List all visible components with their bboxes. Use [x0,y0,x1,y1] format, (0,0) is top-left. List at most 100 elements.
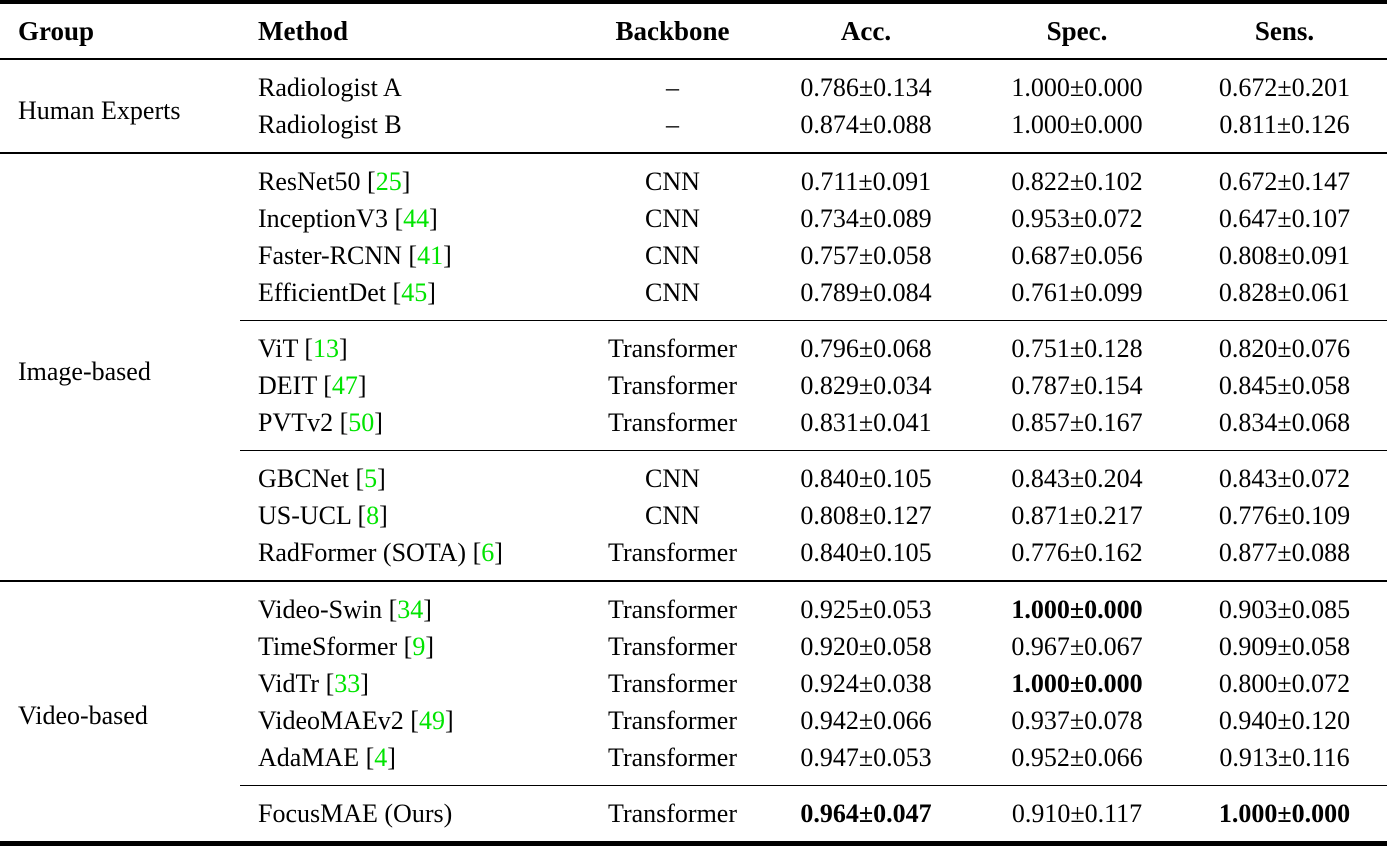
backbone-cell: Transformer [607,594,738,624]
citation-bracket-close: ] [494,537,503,567]
sensitivity-value: 0.672±0.147 [1218,166,1351,196]
sensitivity-value: 0.903±0.085 [1218,594,1351,624]
accuracy-value: 0.808±0.127 [800,500,932,530]
citation-bracket-open: [ [359,742,375,772]
citation-link[interactable]: 47 [331,370,358,400]
citation-bracket-close: ] [360,668,369,698]
group-section-video-based: Video-based Video-Swin [34] Transformer 0.9… [0,581,1387,844]
method-name: ResNet50 [258,166,361,196]
citation-link[interactable]: 50 [348,407,375,437]
sensitivity-value: 0.820±0.076 [1182,320,1387,367]
method-cell: ViT [13] [240,320,585,367]
table-row: EfficientDet [45] CNN 0.789±0.084 0.761±0.0… [0,274,1387,321]
accuracy-value: 0.840±0.105 [760,450,972,497]
specificity-value: 0.857±0.167 [1011,407,1143,437]
accuracy-value: 0.947±0.053 [800,742,932,772]
citation-bracket-open: [ [360,166,376,196]
method-name: InceptionV3 [258,203,388,233]
backbone-cell: Transformer [607,370,738,400]
citation-link[interactable]: 33 [334,668,361,698]
backbone-cell: – [666,109,679,139]
sensitivity-value: 0.828±0.061 [1218,277,1351,307]
citation-link[interactable]: 45 [401,277,428,307]
method-name: ViT [258,333,298,363]
citation-bracket-open: [ [387,203,404,233]
citation-link[interactable]: 41 [417,240,444,270]
backbone-cell: CNN [645,240,700,270]
specificity-value: 0.910±0.117 [972,785,1182,844]
citation-bracket-close: ] [357,370,367,400]
table-row: ViT [13] Transformer 0.796±0.068 0.751±0.12… [0,320,1387,367]
citation-bracket-open: [ [316,370,332,400]
backbone-cell: Transformer [585,320,760,367]
citation-bracket-close: ] [377,463,386,493]
citation-bracket-open: [ [349,463,365,493]
accuracy-value: 0.920±0.058 [800,631,932,661]
table-row: Faster-RCNN [41] CNN 0.757±0.058 0.687±0.05… [0,237,1387,274]
citation-bracket-open: [ [297,333,314,363]
sensitivity-value: 0.800±0.072 [1218,668,1351,698]
sensitivity-value: 0.909±0.058 [1218,631,1351,661]
accuracy-value: 0.964±0.047 [760,785,972,844]
table-row: AdaMAE [4] Transformer 0.947±0.053 0.952±0.… [0,739,1387,786]
sensitivity-value: 0.647±0.107 [1218,203,1351,233]
citation-link[interactable]: 44 [403,203,430,233]
specificity-value: 0.871±0.217 [1011,500,1143,530]
method-cell: FocusMAE (Ours) [240,785,585,844]
method-cell: DEIT [47] [240,367,585,404]
backbone-cell: Transformer [607,537,738,567]
method-cell: GBCNet [5] [240,450,585,497]
citation-bracket-close: ] [387,742,396,772]
method-name: VidTr [258,668,320,698]
specificity-value: 0.751±0.128 [972,320,1182,367]
accuracy-value: 0.757±0.058 [800,240,932,270]
citation-link[interactable]: 25 [375,166,402,196]
citation-bracket-open: [ [319,668,335,698]
citation-bracket-close: ] [444,705,454,735]
group-label: Video-based [18,701,148,730]
backbone-cell: CNN [645,500,700,530]
method-cell: Radiologist B [240,106,585,153]
citation-link[interactable]: 6 [481,537,495,567]
method-name: Radiologist B [258,109,402,139]
accuracy-value: 0.831±0.041 [800,407,932,437]
method-cell: RadFormer (SOTA) [6] [240,534,585,581]
table-row: US-UCL [8] CNN 0.808±0.127 0.871±0.217 0.776… [0,497,1387,534]
table-row: VidTr [33] Transformer 0.924±0.038 1.000±0.… [0,665,1387,702]
table-row: InceptionV3 [44] CNN 0.734±0.089 0.953±0.07… [0,200,1387,237]
column-header-spec: Spec. [972,2,1182,60]
backbone-cell: Transformer [607,631,738,661]
citation-link[interactable]: 34 [397,594,424,624]
backbone-cell: Transformer [607,407,738,437]
specificity-value: 0.953±0.072 [1011,203,1143,233]
backbone-cell: Transformer [607,668,738,698]
method-cell: VideoMAEv2 [49] [240,702,585,739]
sensitivity-value: 0.877±0.088 [1218,537,1351,567]
citation-bracket-close: ] [423,594,432,624]
citation-link[interactable]: 9 [412,631,426,661]
citation-link[interactable]: 8 [366,500,380,530]
method-cell: ResNet50 [25] [240,153,585,200]
column-header-backbone: Backbone [585,2,760,60]
column-header-group: Group [0,2,240,60]
citation-link[interactable]: 49 [418,705,445,735]
sensitivity-value: 0.776±0.109 [1218,500,1351,530]
group-section-human-experts: Human Experts Radiologist A – 0.786±0.134 1.… [0,59,1387,153]
table-row: Human Experts Radiologist A – 0.786±0.134 1.… [0,59,1387,125]
backbone-cell: CNN [645,166,700,196]
citation-bracket-close: ] [379,500,388,530]
accuracy-value: 0.840±0.105 [800,537,932,567]
method-cell: VidTr [33] [240,665,585,702]
citation-link[interactable]: 4 [374,742,388,772]
table-row: RadFormer (SOTA) [6] Transformer 0.840±0.1… [0,534,1387,581]
citation-bracket-open: [ [466,537,482,567]
table-header: Group Method Backbone Acc. Spec. Sens. [0,2,1387,60]
citation-link[interactable]: 5 [364,463,378,493]
table-row: FocusMAE (Ours) Transformer 0.964±0.047 0.9… [0,785,1387,844]
sensitivity-value: 0.808±0.091 [1218,240,1351,270]
table-row: Image-based ResNet50 [25] CNN 0.711±0.091 0.… [0,153,1387,386]
specificity-value: 1.000±0.000 [1011,72,1143,102]
backbone-cell: Transformer [607,742,738,772]
accuracy-value: 0.829±0.034 [800,370,932,400]
citation-link[interactable]: 13 [313,333,340,363]
